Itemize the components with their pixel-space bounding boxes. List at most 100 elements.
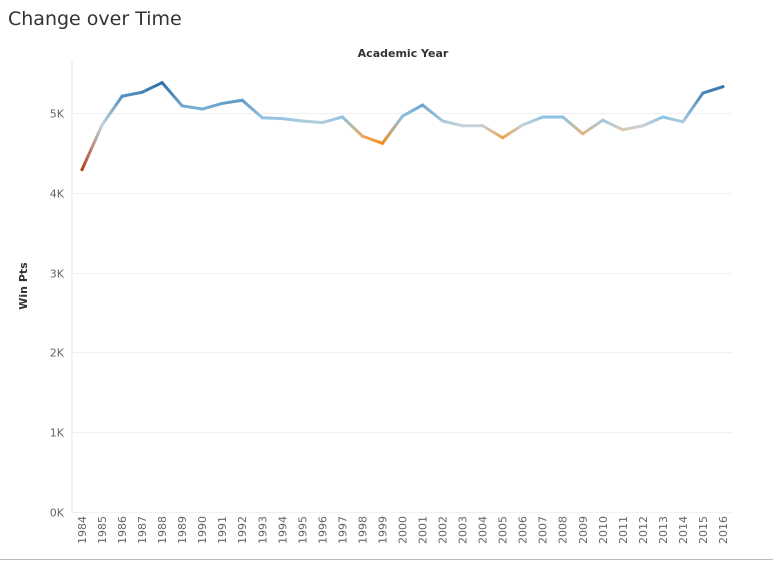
data-point — [160, 81, 164, 85]
line-segment — [140, 81, 164, 94]
data-point — [481, 124, 485, 128]
x-tick-label: 1987 — [136, 516, 149, 544]
line-segment — [701, 85, 725, 95]
data-point — [721, 85, 725, 89]
line-segment — [521, 115, 545, 127]
x-tick-label: 1996 — [316, 516, 329, 544]
x-tick-label: 2004 — [477, 516, 490, 544]
x-tick-label: 1989 — [176, 516, 189, 544]
y-tick-label: 3K — [50, 268, 65, 281]
line-segment — [621, 124, 645, 132]
x-tick-label: 2012 — [637, 516, 650, 544]
line-segment — [581, 118, 605, 136]
x-tick-label: 2011 — [617, 516, 630, 544]
y-tick-label: 1K — [50, 427, 65, 440]
data-point — [641, 124, 645, 128]
x-tick-label: 2001 — [417, 516, 430, 544]
line-segment — [120, 90, 144, 98]
line-segment — [681, 91, 705, 124]
line-segment — [180, 104, 204, 111]
x-tick-label: 2005 — [497, 516, 510, 544]
chart-title: Change over Time — [8, 8, 182, 30]
data-point — [661, 115, 665, 119]
data-point — [621, 128, 625, 132]
x-tick-label: 1992 — [236, 516, 249, 544]
data-point — [300, 119, 304, 123]
line-segment — [200, 101, 224, 111]
data-point — [681, 120, 685, 124]
x-tick-label: 1984 — [76, 516, 89, 544]
x-tick-label: 2013 — [657, 516, 670, 544]
x-tick-label: 1998 — [356, 516, 369, 544]
series-line — [80, 81, 725, 172]
x-tick-label: 2000 — [396, 516, 409, 544]
data-point — [461, 124, 465, 128]
data-point — [280, 117, 284, 121]
y-tick-label: 2K — [50, 347, 65, 360]
data-point — [200, 107, 204, 111]
x-tick-label: 1985 — [96, 516, 109, 544]
x-tick-label: 2015 — [697, 516, 710, 544]
bottom-divider — [0, 559, 773, 560]
data-point — [260, 116, 264, 120]
line-segment — [380, 114, 404, 145]
x-tick-label: 1988 — [156, 516, 169, 544]
data-point — [541, 115, 545, 119]
line-segment — [260, 116, 284, 121]
line-segment — [360, 134, 384, 145]
data-point — [100, 123, 104, 127]
line-segment — [441, 119, 465, 128]
line-segment — [561, 115, 585, 136]
x-tick-label: 2003 — [457, 516, 470, 544]
data-point — [581, 132, 585, 136]
data-point — [340, 115, 344, 119]
x-tick-label: 1993 — [256, 516, 269, 544]
line-segment — [300, 119, 324, 125]
x-axis: 1984 1985 1986 1987 1988 1989 1990 1991 1992 1993… — [76, 516, 730, 544]
x-tick-label: 1997 — [336, 516, 349, 544]
x-tick-label: 1999 — [376, 516, 389, 544]
data-point — [240, 98, 244, 102]
data-point — [120, 94, 124, 98]
x-tick-label: 1994 — [276, 516, 289, 544]
data-point — [501, 136, 505, 140]
line-segment — [501, 123, 525, 140]
data-point — [400, 114, 404, 118]
x-tick-label: 2007 — [537, 516, 550, 544]
data-point — [601, 118, 605, 122]
y-tick-label: 4K — [50, 188, 65, 201]
x-tick-label: 2009 — [577, 516, 590, 544]
line-segment — [320, 115, 344, 125]
data-point — [180, 104, 184, 108]
x-axis-title: Academic Year — [358, 47, 449, 60]
y-axis: 0K 1K 2K 3K 4K 5K — [50, 108, 65, 520]
line-segment — [421, 103, 445, 123]
y-axis-title: Win Pts — [17, 262, 30, 310]
line-segment — [100, 94, 124, 127]
line-segment — [220, 98, 244, 105]
data-point — [80, 168, 84, 172]
x-tick-label: 2002 — [437, 516, 450, 544]
gridlines — [71, 60, 732, 513]
x-tick-label: 1995 — [296, 516, 309, 544]
x-tick-label: 2010 — [597, 516, 610, 544]
line-segment — [641, 115, 665, 128]
x-tick-label: 2006 — [517, 516, 530, 544]
data-point — [421, 103, 425, 107]
x-tick-label: 2014 — [677, 516, 690, 544]
x-tick-label: 1986 — [116, 516, 129, 544]
data-point — [441, 119, 445, 123]
x-tick-label: 1990 — [196, 516, 209, 544]
y-tick-label: 0K — [50, 507, 65, 520]
data-point — [380, 141, 384, 145]
data-point — [701, 91, 705, 95]
x-tick-label: 2016 — [717, 516, 730, 544]
line-segment — [481, 124, 505, 140]
data-point — [220, 101, 224, 105]
data-point — [140, 90, 144, 94]
y-tick-label: 5K — [50, 108, 65, 121]
line-segment — [240, 98, 264, 120]
line-segment — [160, 81, 184, 108]
data-point — [360, 134, 364, 138]
